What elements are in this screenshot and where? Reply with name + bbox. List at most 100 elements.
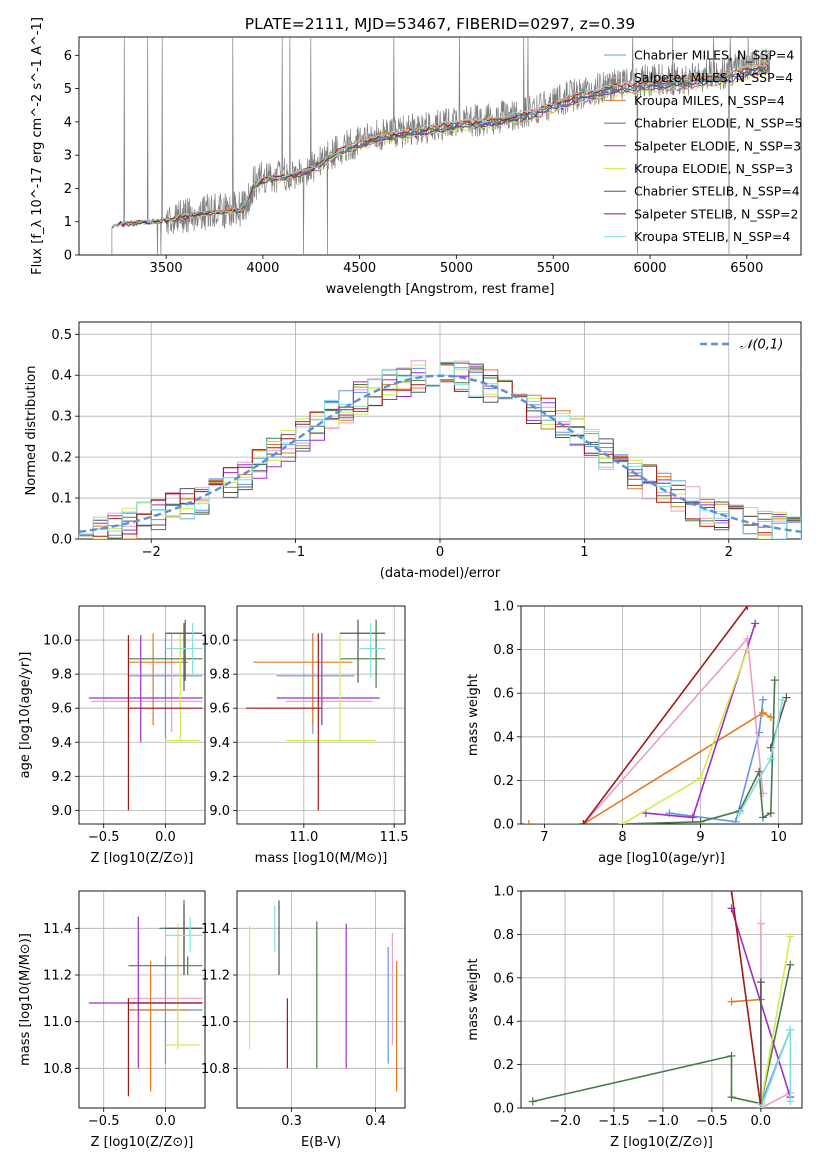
x-axis-label: age [log10(age/yr)] <box>598 851 725 866</box>
chart-mass_vs_ebv: 0.3 0.4 10.8 11.0 11.2 11.4 E(B-V) <box>201 890 406 1150</box>
y-tick-label: 0.2 <box>493 1058 514 1073</box>
weight-marker <box>786 960 795 969</box>
x-tick-label: −2 <box>142 545 161 560</box>
y-tick-label: 9.8 <box>51 668 72 683</box>
weight-line-1 <box>669 699 764 823</box>
errorbar-point-7 <box>339 619 386 683</box>
legend-label-1: Chabrier MILES, N_SSP=4 <box>634 48 794 63</box>
weight-marker <box>524 820 533 824</box>
x-tick-label: 0 <box>436 545 444 560</box>
weight-marker <box>751 619 760 628</box>
errorbar-point-3 <box>253 633 353 726</box>
chart-residuals: −2 −1 0 1 2 0.0 0.1 0.2 0.3 0.4 0.5 (data-model)/er… <box>24 321 802 581</box>
y-tick-label: 9.0 <box>51 804 72 819</box>
y-tick-label: 9.0 <box>209 804 230 819</box>
weight-marker <box>756 919 765 928</box>
x-tick-label: 5500 <box>537 261 570 276</box>
y-tick-label: 9.4 <box>209 736 230 751</box>
x-tick-label: 11.5 <box>380 830 409 845</box>
legend-label-7: Chabrier STELIB, N_SSP=4 <box>634 184 800 199</box>
y-axis-label: age [log10(age/yr)] <box>18 652 33 779</box>
weight-marker <box>770 676 779 685</box>
weight-marker <box>727 997 736 1006</box>
model-line-3 <box>117 61 769 226</box>
weight-marker <box>778 695 787 704</box>
errorbar-point-2 <box>285 633 373 726</box>
y-tick-label: 9.8 <box>209 668 230 683</box>
y-tick-label: 0.2 <box>51 451 72 466</box>
x-tick-label: −2.0 <box>549 1114 581 1129</box>
weight-marker <box>755 767 764 776</box>
errorbar-point-4 <box>339 619 386 688</box>
weight-marker <box>786 1097 795 1106</box>
errorbar-point-6 <box>165 923 201 1050</box>
plot-area <box>524 606 791 824</box>
y-tick-label: 9.2 <box>51 770 72 785</box>
weight-marker <box>731 817 740 824</box>
chart-mass_vs_Z: −0.5 0.0 10.8 11.0 11.2 11.4 Z [log10(Z/Z⊙)] ma… <box>18 890 206 1150</box>
y-tick-label: 11.4 <box>201 922 230 937</box>
errorbar-point-7 <box>165 905 203 975</box>
x-tick-label: 8 <box>618 830 626 845</box>
x-tick-label: −0.5 <box>88 830 120 845</box>
legend-label-normal: 𝒩(0,1) <box>740 338 783 353</box>
y-tick-label: 11.2 <box>43 969 72 984</box>
x-tick-label: −1.0 <box>647 1114 679 1129</box>
y-tick-label: 11.0 <box>201 1015 230 1030</box>
weight-marker <box>618 820 627 824</box>
legend-label-9: Kroupa STELIB, N_SSP=4 <box>634 229 790 244</box>
y-tick-label: 0.6 <box>493 687 514 702</box>
axes-frame <box>78 36 802 256</box>
legend-label-2: Salpeter MILES, N_SSP=4 <box>634 70 793 85</box>
y-tick-label: 0.4 <box>493 730 514 745</box>
x-axis-label: Z [log10(Z/Z⊙)] <box>91 1135 194 1150</box>
x-tick-label: 0.0 <box>751 1114 772 1129</box>
y-tick-label: 9.6 <box>209 702 230 717</box>
weight-marker <box>727 891 736 895</box>
y-tick-label: 9.2 <box>209 770 230 785</box>
normal-curve <box>79 374 801 533</box>
weight-marker <box>766 809 775 818</box>
errorbar-point-9 <box>165 916 203 952</box>
y-tick-label: 0.0 <box>493 818 514 833</box>
weight-marker <box>758 708 767 717</box>
model-line-6 <box>117 71 769 228</box>
y-tick-label: 0.3 <box>51 410 72 425</box>
weight-marker <box>735 809 744 818</box>
model-line-8 <box>117 63 769 227</box>
x-tick-label: 9 <box>696 830 704 845</box>
errorbar-point-7 <box>165 623 203 692</box>
axes-frame <box>236 890 406 1109</box>
weight-marker <box>766 754 775 763</box>
weight-line-8 <box>582 606 749 824</box>
y-tick-label: 1.0 <box>493 600 514 615</box>
weight-marker <box>688 813 697 822</box>
errorbar-point-1 <box>276 633 355 734</box>
figure-title: PLATE=2111, MJD=53467, FIBERID=0297, z=0… <box>245 15 635 33</box>
axes-frame <box>78 605 206 825</box>
y-axis-label: Normed distribution <box>24 366 39 496</box>
chart-weight_vs_age: 7 8 9 10 0.0 0.2 0.4 0.6 0.8 1.0 age [log10(age/yr… <box>466 600 803 866</box>
x-tick-label: 6500 <box>730 261 763 276</box>
y-tick-label: 11.0 <box>43 1015 72 1030</box>
weight-marker <box>528 1097 537 1106</box>
weight-marker <box>758 813 767 822</box>
y-tick-label: 10.8 <box>201 1062 230 1077</box>
y-tick-label: 0.1 <box>51 492 72 507</box>
legend-label-3: Kroupa MILES, N_SSP=4 <box>634 93 785 108</box>
y-tick-label: 0.2 <box>493 774 514 789</box>
x-tick-label: 0.3 <box>281 1114 302 1129</box>
y-tick-label: 1 <box>64 215 72 230</box>
y-tick-label: 5 <box>64 82 72 97</box>
y-axis-label: mass weight <box>466 674 481 756</box>
plot-area <box>88 900 203 1097</box>
weight-marker <box>743 606 752 610</box>
weight-marker <box>696 817 705 824</box>
y-tick-label: 10.0 <box>43 634 72 649</box>
legend-label-8: Salpeter STELIB, N_SSP=2 <box>634 206 798 221</box>
weight-marker <box>696 774 705 783</box>
y-tick-label: 0.8 <box>493 928 514 943</box>
chart-weight_vs_Z: −2.0 −1.5 −1.0 −0.5 0.0 0.0 0.2 0.4 0.6 0.8 1.0 Z [… <box>466 885 803 1150</box>
x-axis-label: Z [log10(Z/Z⊙)] <box>91 851 194 866</box>
x-axis-label: Z [log10(Z/Z⊙)] <box>610 1135 713 1150</box>
